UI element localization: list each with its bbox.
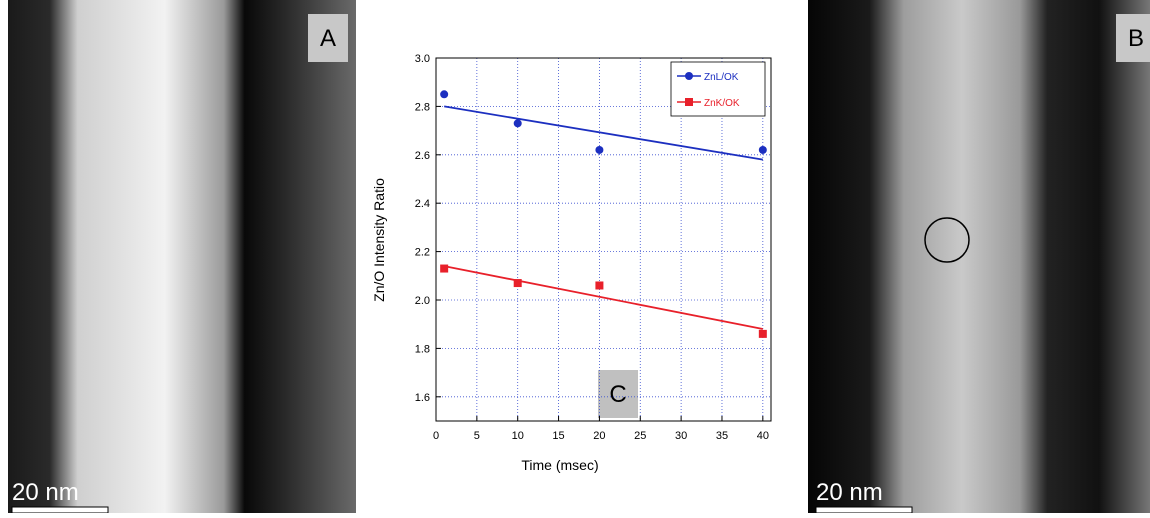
y-tick-label: 2.6 — [415, 150, 430, 162]
panel-label-box — [1116, 14, 1150, 62]
marker — [513, 119, 522, 128]
x-axis-title: Time (msec) — [521, 457, 598, 473]
panel-label: C — [609, 381, 626, 408]
micrograph-a — [8, 0, 356, 513]
scale-bar — [11, 506, 109, 514]
y-tick-label: 3.0 — [415, 53, 430, 65]
marker — [595, 145, 604, 154]
micrograph-b — [808, 0, 1150, 513]
x-tick-label: 5 — [474, 430, 480, 442]
marker — [758, 329, 767, 338]
y-tick-label: 2.0 — [415, 295, 430, 307]
x-tick-label: 25 — [634, 430, 646, 442]
chart: Time (msec) Zn/O Intensity Ratio C 1.6 1.… — [371, 53, 772, 473]
legend-label: ZnL/OK — [704, 72, 739, 83]
panel-label-box — [308, 14, 348, 62]
marker — [440, 264, 449, 273]
scale-label: 20 nm — [12, 479, 79, 506]
y-tick-label: 2.8 — [415, 101, 430, 113]
x-tick-label: 30 — [675, 430, 687, 442]
panel-label: A — [320, 25, 336, 52]
region-marker — [924, 217, 970, 263]
y-tick-label: 2.4 — [415, 198, 430, 210]
legend-box — [670, 61, 766, 117]
marker — [595, 281, 604, 290]
panel-label: B — [1128, 25, 1144, 52]
y-axis-title: Zn/O Intensity Ratio — [371, 178, 387, 302]
scale-label: 20 nm — [816, 479, 883, 506]
legend-label: ZnK/OK — [704, 98, 740, 109]
marker — [758, 145, 767, 154]
plot-frame — [435, 57, 772, 422]
x-tick-label: 0 — [433, 430, 439, 442]
legend-marker — [685, 72, 693, 80]
y-tick-label: 1.8 — [415, 343, 430, 355]
x-tick-label: 20 — [593, 430, 605, 442]
marker — [513, 279, 522, 288]
y-tick-label: 1.6 — [415, 392, 430, 404]
y-tick-label: 2.2 — [415, 247, 430, 259]
panel-label-box — [598, 370, 638, 418]
x-tick-label: 40 — [757, 430, 769, 442]
fit-line — [443, 265, 764, 330]
legend-marker — [685, 98, 693, 106]
fit-line — [444, 105, 763, 161]
scale-bar — [815, 506, 913, 514]
x-tick-label: 35 — [716, 430, 728, 442]
marker — [440, 90, 449, 99]
x-tick-label: 10 — [512, 430, 524, 442]
x-tick-label: 15 — [552, 430, 564, 442]
